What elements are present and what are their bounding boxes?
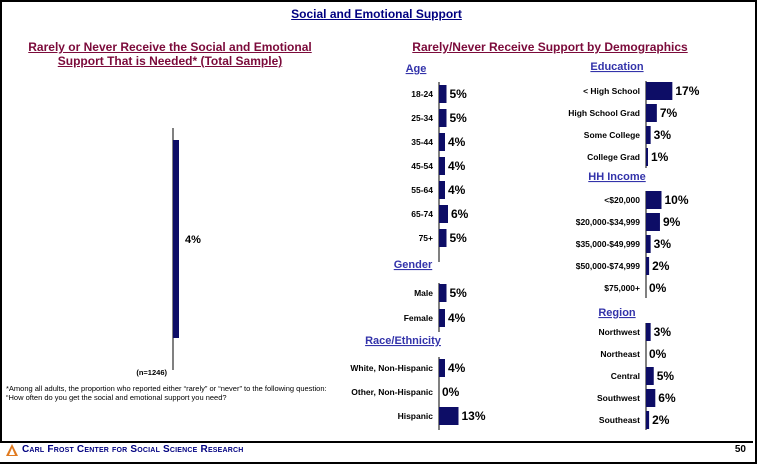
age-bar: [439, 133, 445, 151]
race-ethnicity-category-label: White, Non-Hispanic: [350, 363, 433, 373]
hh-income-value-label: 10%: [665, 193, 689, 207]
age-value-label: 4%: [448, 183, 466, 197]
hh-income-bar: [646, 191, 662, 209]
region-value-label: 6%: [658, 391, 676, 405]
education-value-label: 1%: [651, 150, 669, 164]
region-category-label: Central: [611, 371, 640, 381]
race-ethnicity-category-label: Other, Non-Hispanic: [351, 387, 433, 397]
hh-income-category-label: $75,000+: [604, 283, 640, 293]
footer-bar: [0, 441, 753, 462]
gender-category-label: Female: [404, 313, 434, 323]
age-value-label: 5%: [450, 111, 468, 125]
education-value-label: 7%: [660, 106, 678, 120]
age-category-label: 35-44: [411, 137, 433, 147]
age-category-label: 18-24: [411, 89, 433, 99]
education-bar: [646, 82, 673, 100]
region-bar: [646, 323, 651, 341]
region-category-label: Northeast: [600, 349, 640, 359]
hh-income-value-label: 3%: [654, 237, 672, 251]
hh-income-category-label: $20,000-$34,999: [576, 217, 641, 227]
race-ethnicity-value-label: 0%: [442, 385, 460, 399]
race-ethnicity-header: Race/Ethnicity: [365, 335, 442, 347]
total-sample-size-label: (n=1246): [136, 368, 167, 377]
hh-income-value-label: 0%: [649, 281, 667, 295]
education-category-label: < High School: [583, 86, 640, 96]
total-sample-chart-title: Rarely or Never Receive the Social and E…: [28, 40, 312, 68]
age-header: Age: [406, 63, 427, 75]
hh-income-bar: [646, 235, 651, 253]
education-header: Education: [590, 61, 643, 73]
logo-icon: [6, 444, 18, 456]
age-bar: [439, 229, 447, 247]
region-category-label: Northwest: [598, 327, 640, 337]
hh-income-value-label: 2%: [652, 259, 670, 273]
age-value-label: 5%: [450, 231, 468, 245]
hh-income-bar: [646, 213, 660, 231]
gender-category-label: Male: [414, 288, 433, 298]
hh-income-value-label: 9%: [663, 215, 681, 229]
region-value-label: 5%: [657, 369, 675, 383]
age-value-label: 4%: [448, 135, 466, 149]
footer-org-name: Carl Frost Center for Social Science Res…: [22, 444, 244, 455]
age-value-label: 6%: [451, 207, 469, 221]
race-ethnicity-value-label: 4%: [448, 361, 466, 375]
education-bar: [646, 104, 657, 122]
age-bar: [439, 205, 448, 223]
hh-income-header: HH Income: [588, 171, 645, 183]
hh-income-category-label: $35,000-$49,999: [576, 239, 641, 249]
education-category-label: High School Grad: [568, 108, 640, 118]
race-ethnicity-category-label: Hispanic: [398, 411, 434, 421]
gender-bar: [439, 309, 445, 327]
age-category-label: 25-34: [411, 113, 433, 123]
age-category-label: 55-64: [411, 185, 433, 195]
hh-income-category-label: <$20,000: [604, 195, 640, 205]
age-bar: [439, 157, 445, 175]
total-bar-value-label: 4%: [185, 234, 201, 246]
education-bar: [646, 126, 651, 144]
race-ethnicity-value-label: 13%: [462, 409, 486, 423]
hh-income-bar: [646, 257, 650, 275]
race-ethnicity-bar: [439, 407, 459, 425]
age-bar: [439, 85, 447, 103]
education-value-label: 17%: [675, 84, 699, 98]
age-value-label: 5%: [450, 87, 468, 101]
demographics-chart-title: Rarely/Never Receive Support by Demograp…: [412, 40, 688, 54]
age-category-label: 45-54: [411, 161, 433, 171]
age-bar: [439, 109, 447, 127]
education-category-label: Some College: [584, 130, 640, 140]
page-title: Social and Emotional Support: [291, 7, 462, 21]
gender-value-label: 4%: [448, 311, 466, 325]
region-bar: [646, 411, 650, 429]
education-value-label: 3%: [654, 128, 672, 142]
race-ethnicity-bar: [439, 359, 445, 377]
region-header: Region: [598, 307, 636, 319]
age-value-label: 4%: [448, 159, 466, 173]
age-bar: [439, 181, 445, 199]
region-bar: [646, 367, 654, 385]
hh-income-category-label: $50,000-$74,999: [576, 261, 641, 271]
region-category-label: Southeast: [599, 415, 640, 425]
region-value-label: 0%: [649, 347, 667, 361]
page-number: 50: [734, 444, 746, 455]
age-category-label: 65-74: [411, 209, 433, 219]
education-bar: [646, 148, 648, 166]
region-value-label: 3%: [654, 325, 672, 339]
footnote: *Among all adults, the proportion who re…: [6, 384, 327, 402]
region-value-label: 2%: [652, 413, 670, 427]
region-category-label: Southwest: [597, 393, 640, 403]
gender-header: Gender: [394, 259, 433, 271]
education-category-label: College Grad: [587, 152, 640, 162]
gender-bar: [439, 284, 447, 302]
total-bar: [173, 140, 179, 338]
gender-value-label: 5%: [450, 286, 468, 300]
region-bar: [646, 389, 656, 407]
age-category-label: 75+: [419, 233, 433, 243]
